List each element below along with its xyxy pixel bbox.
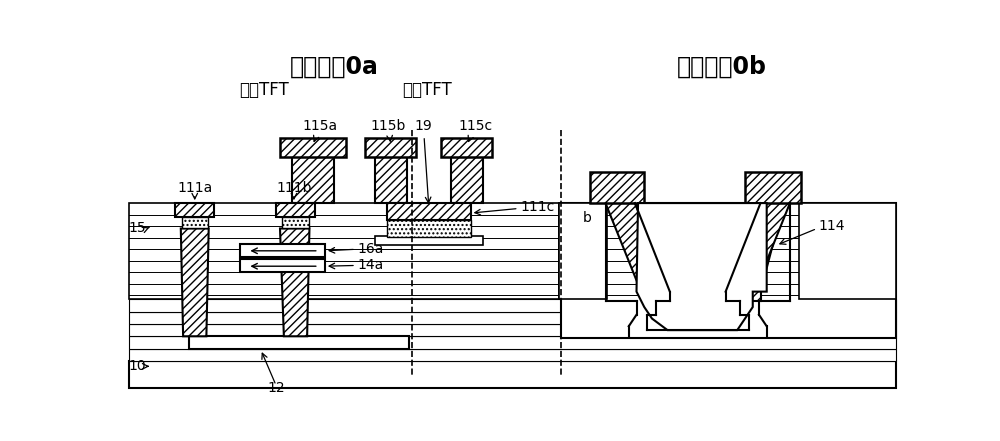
Bar bbox=[129, 312, 896, 324]
Bar bbox=[387, 220, 471, 237]
Text: 114: 114 bbox=[819, 219, 845, 233]
Polygon shape bbox=[280, 228, 309, 336]
Text: 15: 15 bbox=[129, 221, 146, 235]
Bar bbox=[240, 244, 325, 257]
Polygon shape bbox=[561, 203, 896, 338]
Text: 19: 19 bbox=[415, 119, 432, 203]
Bar bbox=[129, 361, 896, 388]
Text: 10: 10 bbox=[129, 359, 146, 374]
Text: 16a: 16a bbox=[358, 242, 384, 255]
Text: 14a: 14a bbox=[358, 258, 384, 272]
Text: 115c: 115c bbox=[458, 119, 492, 142]
Text: 第二TFT: 第二TFT bbox=[402, 81, 452, 99]
Bar bbox=[189, 336, 409, 349]
Bar bbox=[129, 349, 896, 361]
Bar bbox=[799, 203, 896, 299]
Text: 111a: 111a bbox=[177, 181, 212, 194]
Text: 引线区块0b: 引线区块0b bbox=[677, 55, 767, 79]
Polygon shape bbox=[606, 203, 670, 290]
Text: 115a: 115a bbox=[303, 119, 338, 142]
Bar bbox=[375, 236, 483, 246]
Text: b: b bbox=[582, 212, 591, 225]
Bar bbox=[292, 157, 334, 203]
Text: 111b: 111b bbox=[276, 181, 312, 194]
Bar bbox=[276, 203, 315, 217]
Bar bbox=[182, 217, 208, 228]
Bar bbox=[365, 138, 416, 157]
Bar bbox=[375, 157, 407, 203]
Bar bbox=[280, 138, 346, 157]
Polygon shape bbox=[726, 203, 790, 290]
Polygon shape bbox=[730, 203, 784, 292]
Bar bbox=[240, 259, 325, 273]
Text: 111c: 111c bbox=[520, 200, 554, 214]
Polygon shape bbox=[637, 203, 767, 330]
Bar bbox=[559, 203, 607, 299]
Text: 引线区块0a: 引线区块0a bbox=[290, 55, 379, 79]
Bar bbox=[644, 284, 761, 301]
Bar bbox=[640, 281, 726, 296]
Bar bbox=[129, 203, 559, 299]
Bar bbox=[129, 336, 896, 349]
Bar bbox=[282, 217, 309, 228]
Bar bbox=[450, 157, 483, 203]
Bar bbox=[745, 172, 801, 203]
Text: 12: 12 bbox=[267, 381, 285, 395]
Bar bbox=[129, 324, 896, 336]
Bar bbox=[590, 172, 644, 203]
Bar bbox=[175, 203, 214, 217]
Bar bbox=[129, 299, 896, 312]
Polygon shape bbox=[606, 203, 675, 292]
Polygon shape bbox=[181, 228, 209, 336]
Bar bbox=[559, 203, 896, 299]
Text: 第一TFT: 第一TFT bbox=[240, 81, 289, 99]
Text: 115b: 115b bbox=[371, 119, 406, 141]
Bar bbox=[387, 203, 471, 220]
Bar bbox=[441, 138, 492, 157]
